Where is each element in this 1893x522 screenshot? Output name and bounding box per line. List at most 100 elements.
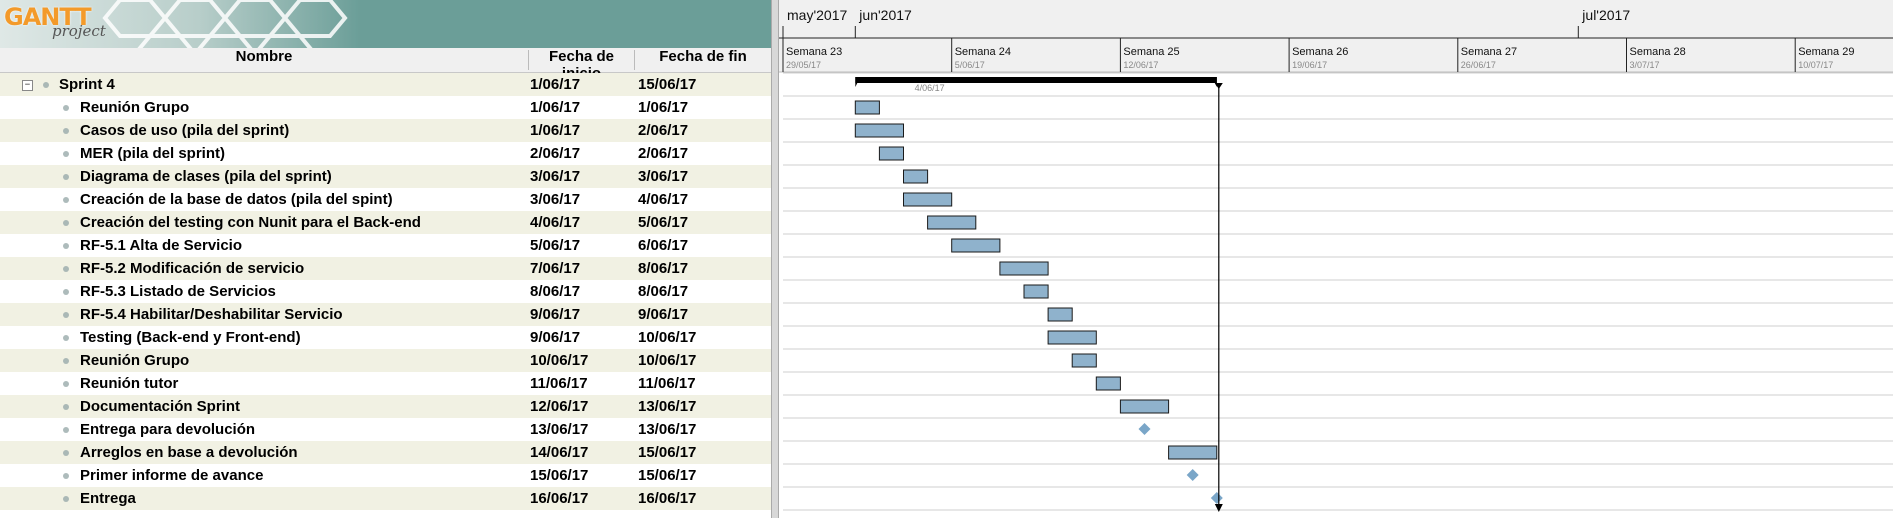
task-end-date[interactable]: 2/06/17	[638, 122, 689, 139]
task-start-date[interactable]: 14/06/17	[530, 444, 589, 461]
task-end-date[interactable]: 4/06/17	[638, 191, 689, 208]
task-end-date[interactable]: 13/06/17	[638, 398, 697, 415]
task-start-date[interactable]: 8/06/17	[530, 283, 581, 300]
task-name[interactable]: RF-5.1 Alta de Servicio	[80, 237, 242, 254]
task-bar[interactable]	[1168, 445, 1218, 460]
task-end-date[interactable]: 15/06/17	[638, 444, 697, 461]
task-start-date[interactable]: 12/06/17	[530, 398, 589, 415]
table-row[interactable]: RF-5.3 Listado de Servicios 8/06/17 8/06/1…	[0, 280, 771, 303]
task-end-date[interactable]: 8/06/17	[638, 283, 689, 300]
table-row[interactable]: Entrega 16/06/17 16/06/17	[0, 487, 771, 510]
task-bar[interactable]	[1071, 353, 1097, 368]
task-start-date[interactable]: 13/06/17	[530, 421, 589, 438]
task-bar[interactable]	[854, 100, 880, 115]
task-name[interactable]: Documentación Sprint	[80, 398, 241, 415]
task-start-date[interactable]: 5/06/17	[530, 237, 581, 254]
task-name[interactable]: Diagrama de clases (pila del sprint)	[80, 168, 332, 185]
task-name[interactable]: Reunión Grupo	[80, 99, 190, 116]
task-end-date[interactable]: 3/06/17	[638, 168, 689, 185]
task-end-date[interactable]: 1/06/17	[638, 99, 689, 116]
table-row[interactable]: Entrega para devolución 13/06/17 13/06/17	[0, 418, 771, 441]
task-start-date[interactable]: 11/06/17	[530, 375, 588, 392]
task-end-date[interactable]: 9/06/17	[638, 306, 689, 323]
summary-bar[interactable]	[855, 77, 1217, 83]
table-row[interactable]: Reunión tutor 11/06/17 11/06/17	[0, 372, 771, 395]
table-row[interactable]: Testing (Back-end y Front-end) 9/06/17 10/…	[0, 326, 771, 349]
task-name[interactable]: Reunión tutor	[80, 375, 179, 392]
table-row[interactable]: − Sprint 4 1/06/17 15/06/17	[0, 73, 771, 96]
table-row[interactable]: Diagrama de clases (pila del sprint) 3/06…	[0, 165, 771, 188]
task-bar[interactable]	[1047, 330, 1097, 345]
table-row[interactable]: Reunión Grupo 1/06/17 1/06/17	[0, 96, 771, 119]
task-start-date[interactable]: 7/06/17	[530, 260, 581, 277]
task-start-date[interactable]: 16/06/17	[530, 490, 589, 507]
task-start-date[interactable]: 15/06/17	[530, 467, 589, 484]
task-start-date[interactable]: 3/06/17	[530, 191, 581, 208]
task-name[interactable]: MER (pila del sprint)	[80, 145, 226, 162]
task-name[interactable]: Creación de la base de datos (pila del s…	[80, 191, 393, 208]
task-bar[interactable]	[854, 123, 905, 138]
task-name[interactable]: RF-5.4 Habilitar/Deshabilitar Servicio	[80, 306, 343, 323]
task-bar[interactable]	[1119, 399, 1170, 414]
task-start-date[interactable]: 1/06/17	[530, 122, 581, 139]
task-start-date[interactable]: 9/06/17	[530, 329, 581, 346]
column-header-end[interactable]: Fecha de fin	[659, 48, 747, 65]
task-end-date[interactable]: 8/06/17	[638, 260, 689, 277]
collapse-toggle-icon[interactable]: −	[22, 80, 33, 91]
task-end-date[interactable]: 16/06/17	[638, 490, 697, 507]
task-bar[interactable]	[1023, 284, 1049, 299]
task-end-date[interactable]: 10/06/17	[638, 352, 697, 369]
table-row[interactable]: Creación de la base de datos (pila del s…	[0, 188, 771, 211]
task-start-date[interactable]: 10/06/17	[530, 352, 589, 369]
task-name[interactable]: Entrega para devolución	[80, 421, 256, 438]
table-row[interactable]: Reunión Grupo 10/06/17 10/06/17	[0, 349, 771, 372]
task-bar[interactable]	[903, 169, 929, 184]
table-row[interactable]: MER (pila del sprint) 2/06/17 2/06/17	[0, 142, 771, 165]
table-row[interactable]: RF-5.4 Habilitar/Deshabilitar Servicio 9/…	[0, 303, 771, 326]
task-end-date[interactable]: 2/06/17	[638, 145, 689, 162]
task-bar[interactable]	[999, 261, 1049, 276]
task-bar[interactable]	[878, 146, 905, 161]
table-row[interactable]: RF-5.1 Alta de Servicio 5/06/17 6/06/17	[0, 234, 771, 257]
task-start-date[interactable]: 1/06/17	[530, 76, 581, 93]
table-row[interactable]: Casos de uso (pila del sprint) 1/06/17 2/0…	[0, 119, 771, 142]
task-name[interactable]: Creación del testing con Nunit para el B…	[80, 214, 421, 231]
task-end-date[interactable]: 15/06/17	[638, 76, 697, 93]
task-start-date[interactable]: 3/06/17	[530, 168, 581, 185]
milestone-marker[interactable]	[1186, 469, 1199, 481]
task-name[interactable]: Reunión Grupo	[80, 352, 190, 369]
task-bar[interactable]	[1047, 307, 1073, 322]
splitter-handle[interactable]	[771, 0, 779, 518]
task-name[interactable]: Sprint 4	[59, 76, 115, 93]
task-end-date[interactable]: 13/06/17	[638, 421, 697, 438]
column-header-start[interactable]: Fecha de inicio	[548, 48, 615, 82]
task-bar[interactable]	[1095, 376, 1121, 391]
task-end-date[interactable]: 5/06/17	[638, 214, 689, 231]
table-row[interactable]: Arreglos en base a devolución 14/06/17 15/…	[0, 441, 771, 464]
task-end-date[interactable]: 6/06/17	[638, 237, 689, 254]
table-row[interactable]: Creación del testing con Nunit para el B…	[0, 211, 771, 234]
milestone-marker[interactable]	[1210, 492, 1223, 504]
task-bar[interactable]	[951, 238, 1001, 253]
task-name[interactable]: Casos de uso (pila del sprint)	[80, 122, 290, 139]
table-row[interactable]: Documentación Sprint 12/06/17 13/06/17	[0, 395, 771, 418]
task-end-date[interactable]: 10/06/17	[638, 329, 697, 346]
task-bar[interactable]	[927, 215, 977, 230]
table-row[interactable]: Primer informe de avance 15/06/17 15/06/17	[0, 464, 771, 487]
task-name[interactable]: Testing (Back-end y Front-end)	[80, 329, 301, 346]
task-start-date[interactable]: 9/06/17	[530, 306, 581, 323]
task-start-date[interactable]: 2/06/17	[530, 145, 581, 162]
task-name[interactable]: Arreglos en base a devolución	[80, 444, 298, 461]
task-end-date[interactable]: 15/06/17	[638, 467, 697, 484]
table-row[interactable]: RF-5.2 Modificación de servicio 7/06/17 8/…	[0, 257, 771, 280]
task-start-date[interactable]: 1/06/17	[530, 99, 581, 116]
task-name[interactable]: RF-5.2 Modificación de servicio	[80, 260, 305, 277]
task-name[interactable]: Primer informe de avance	[80, 467, 264, 484]
task-start-date[interactable]: 4/06/17	[530, 214, 581, 231]
task-name[interactable]: Entrega	[80, 490, 136, 507]
column-header-name[interactable]: Nombre	[235, 48, 293, 65]
milestone-marker[interactable]	[1138, 423, 1151, 435]
task-name[interactable]: RF-5.3 Listado de Servicios	[80, 283, 276, 300]
task-bar[interactable]	[903, 192, 953, 207]
task-end-date[interactable]: 11/06/17	[638, 375, 696, 392]
